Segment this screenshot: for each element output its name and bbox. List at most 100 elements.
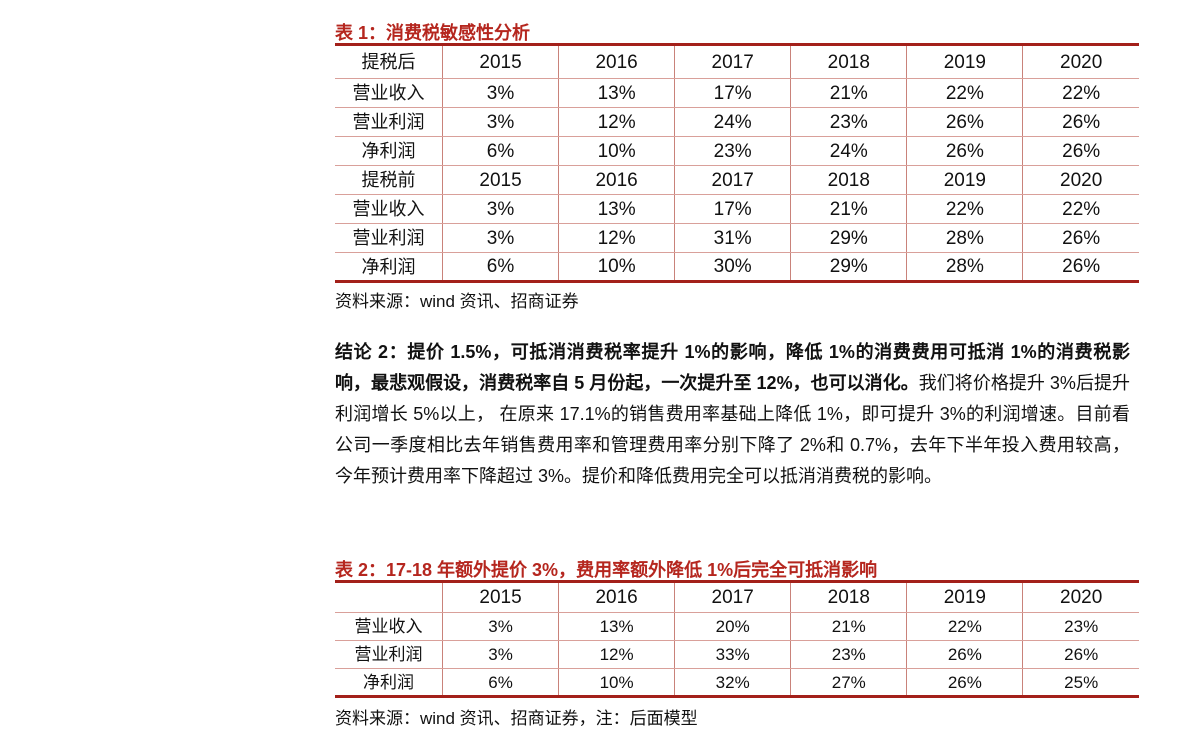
cell: 28%	[906, 252, 1023, 282]
cell: 23%	[674, 136, 791, 166]
table-title: 表 2：17-18 年额外提价 3%，费用率额外降低 1%后完全可抵消影响	[335, 560, 878, 580]
cell: 6%	[441, 136, 559, 166]
cell: 2020	[1022, 44, 1139, 79]
cell: 净利润	[335, 668, 443, 697]
source: 资料来源：wind 资讯、招商证券，注：后面模型	[335, 709, 698, 728]
source: 资料来源：wind 资讯、招商证券	[335, 292, 579, 311]
cell: 2018	[790, 581, 907, 613]
cell: 2019	[906, 44, 1023, 79]
cell: 3%	[441, 194, 559, 224]
row: 营业利润 3% 12% 33% 23% 26% 26%	[335, 640, 1139, 669]
cell: 26%	[906, 668, 1023, 697]
cell: 2017	[674, 581, 791, 613]
cell: 12%	[558, 640, 675, 669]
cell: 2016	[558, 581, 675, 613]
cell: 2019	[906, 581, 1023, 613]
cell: 12%	[558, 107, 675, 137]
cell: 2017	[674, 44, 791, 79]
table-title: 表 1：消费税敏感性分析	[335, 23, 531, 43]
cell: 17%	[674, 194, 791, 224]
cell: 26%	[1022, 640, 1139, 669]
row: 营业利润 3% 12% 31% 29% 28% 26%	[335, 223, 1139, 253]
cell: 3%	[441, 78, 559, 108]
cell: 2016	[558, 44, 675, 79]
cell: 营业利润	[335, 107, 443, 137]
cell: 10%	[558, 668, 675, 697]
cell: 净利润	[335, 252, 443, 282]
cell: 23%	[790, 107, 907, 137]
cell: 31%	[674, 223, 791, 253]
cell: 3%	[441, 640, 559, 669]
cell: 26%	[906, 107, 1023, 137]
bold-text: 结论 2：提价 1.5%，可抵消消费税率提升 1%的影响，降低 1%的消费费用可…	[335, 342, 1130, 393]
cell: 2019	[906, 165, 1023, 195]
cell: 2020	[1022, 581, 1139, 613]
cell: 24%	[674, 107, 791, 137]
row: 净利润 6% 10% 32% 27% 26% 25%	[335, 668, 1139, 697]
cell: 23%	[790, 640, 907, 669]
cell: 21%	[790, 194, 907, 224]
cell: 营业利润	[335, 223, 443, 253]
cell: 13%	[558, 194, 675, 224]
cell: 2015	[441, 165, 559, 195]
cell: 29%	[790, 252, 907, 282]
cell: 10%	[558, 136, 675, 166]
cell: 27%	[790, 668, 907, 697]
cell: 12%	[558, 223, 675, 253]
cell: 22%	[1022, 194, 1139, 224]
cell: 13%	[558, 78, 675, 108]
cell: 21%	[790, 78, 907, 108]
cell: 营业收入	[335, 612, 443, 641]
cell: 净利润	[335, 136, 443, 166]
cell: 2020	[1022, 165, 1139, 195]
cell: 33%	[674, 640, 791, 669]
row: 营业收入 3% 13% 17% 21% 22% 22%	[335, 78, 1139, 108]
cell: 2018	[790, 44, 907, 79]
cell: 22%	[1022, 78, 1139, 108]
cell: 30%	[674, 252, 791, 282]
cell: 6%	[441, 252, 559, 282]
cell: 17%	[674, 78, 791, 108]
row: 净利润 6% 10% 23% 24% 26% 26%	[335, 136, 1139, 166]
row: 营业收入 3% 13% 17% 21% 22% 22%	[335, 194, 1139, 224]
cell: 26%	[906, 640, 1023, 669]
header-row: 2015 2016 2017 2018 2019 2020	[335, 581, 1139, 613]
cell: 26%	[906, 136, 1023, 166]
cell: 营业收入	[335, 194, 443, 224]
cell: 21%	[790, 612, 907, 641]
cell: 23%	[1022, 612, 1139, 641]
cell: 24%	[790, 136, 907, 166]
cell: 26%	[1022, 107, 1139, 137]
cell: 29%	[790, 223, 907, 253]
cell: 营业收入	[335, 78, 443, 108]
cell: 22%	[906, 612, 1023, 641]
cell: 20%	[674, 612, 791, 641]
header-row: 提税前 2015 2016 2017 2018 2019 2020	[335, 165, 1139, 195]
cell: 2016	[558, 165, 675, 195]
row: 营业收入 3% 13% 20% 21% 22% 23%	[335, 612, 1139, 641]
cell: 26%	[1022, 252, 1139, 282]
cell: 2018	[790, 165, 907, 195]
cell: 28%	[906, 223, 1023, 253]
cell: 26%	[1022, 223, 1139, 253]
cell: 22%	[906, 194, 1023, 224]
cell: 22%	[906, 78, 1023, 108]
cell: 营业利润	[335, 640, 443, 669]
header-row: 提税后 2015 2016 2017 2018 2019 2020	[335, 44, 1139, 79]
cell: 3%	[441, 223, 559, 253]
cell: 10%	[558, 252, 675, 282]
cell: 6%	[441, 668, 559, 697]
cell: 2015	[441, 581, 559, 613]
cell: 提税后	[335, 44, 443, 79]
row: 净利润 6% 10% 30% 29% 28% 26%	[335, 252, 1139, 282]
cell: 提税前	[335, 165, 443, 195]
cell: 25%	[1022, 668, 1139, 697]
cell: 3%	[441, 612, 559, 641]
table: 2015 2016 2017 2018 2019 2020 营业收入 3% 13% 20% 21% 2…	[335, 580, 1139, 698]
cell: 2015	[441, 44, 559, 79]
body-text: 我们将价格提升 3%后提升利润增长 5%以上， 在原来 17.1%的销售费用率基…	[335, 373, 1131, 486]
cell: 3%	[441, 107, 559, 137]
cell	[335, 581, 443, 613]
cell: 2017	[674, 165, 791, 195]
